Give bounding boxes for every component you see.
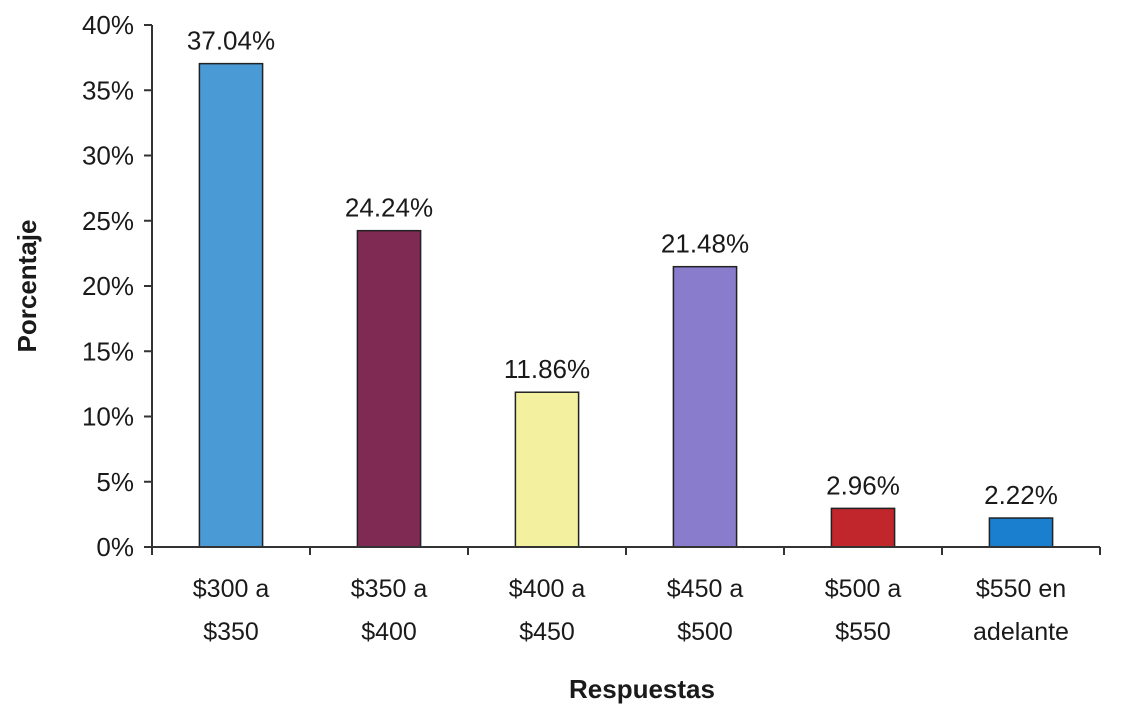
x-axis-categories: $300 a $350 $350 a $400 $400 a $450 $450 a $500… [193, 575, 1069, 646]
data-label: 21.48% [661, 229, 749, 259]
x-category-label: $500 a [825, 575, 902, 603]
y-tick-label: 0% [96, 532, 134, 562]
y-tick-label: 25% [82, 206, 134, 236]
x-category-label: $550 en [976, 575, 1066, 603]
x-category-label: $350 [203, 618, 259, 646]
x-category-label: $450 a [667, 575, 744, 603]
x-category-label: adelante [973, 618, 1069, 646]
x-category-label: $400 a [509, 575, 586, 603]
bar [356, 229, 422, 548]
y-axis-ticks: 0% 5% 10% 15% 20% 25% 30% 35% 40% [82, 10, 1101, 562]
x-category-label: $400 [361, 618, 417, 646]
data-labels: 37.04% 24.24% 11.86% 21.48% 2.96% 2.22% [187, 26, 1058, 510]
data-label: 37.04% [187, 26, 275, 56]
x-category-label: $350 a [351, 575, 428, 603]
y-tick-label: 5% [96, 467, 134, 497]
bar [198, 62, 264, 548]
y-tick-label: 35% [82, 75, 134, 105]
x-category-label: $300 a [193, 575, 270, 603]
data-label: 2.96% [826, 470, 900, 500]
bars [198, 62, 1054, 548]
x-axis-title: Respuestas [569, 674, 715, 704]
bar [830, 507, 896, 548]
data-label: 2.22% [984, 480, 1058, 510]
y-tick-label: 40% [82, 10, 134, 40]
x-category-label: $450 [519, 618, 575, 646]
bar [672, 265, 738, 548]
y-tick-label: 30% [82, 141, 134, 171]
bar [514, 391, 580, 548]
bar [988, 517, 1054, 548]
data-label: 24.24% [345, 193, 433, 223]
y-tick-label: 10% [82, 402, 134, 432]
x-category-label: $550 [835, 618, 891, 646]
y-axis-title: Porcentaje [12, 220, 42, 353]
y-tick-label: 15% [82, 336, 134, 366]
x-category-label: $500 [677, 618, 733, 646]
data-label: 11.86% [504, 354, 590, 384]
y-tick-label: 20% [82, 271, 134, 301]
